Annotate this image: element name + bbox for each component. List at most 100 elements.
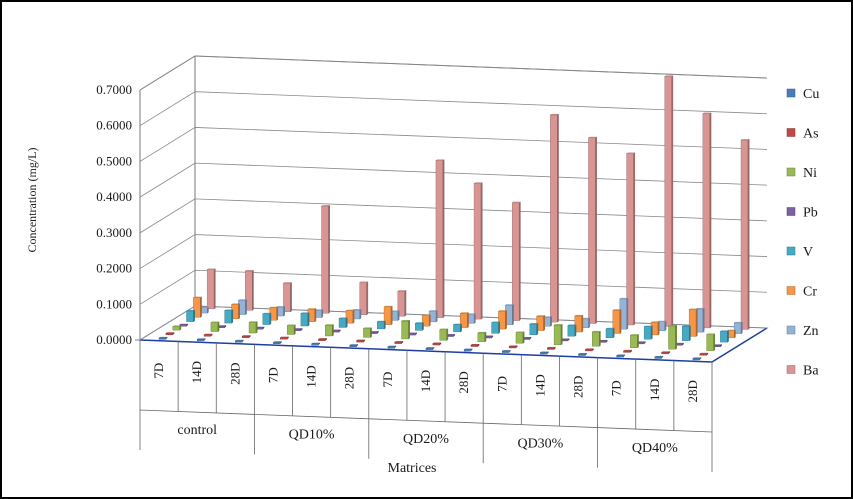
x-axis-row-divider [139,409,713,433]
legend-label: As [803,127,819,142]
bar-front [588,137,596,324]
bar-top [591,331,602,333]
bar [268,306,279,321]
bar [605,327,615,339]
bar-top [185,309,196,312]
bar-front [439,329,447,341]
bar-side [522,331,525,344]
bar [355,339,366,343]
bar-side [245,299,247,315]
bar-side [345,317,348,328]
bar-top [358,281,369,283]
bar-front [491,322,499,334]
bar-side [581,314,584,333]
bar-top [497,310,508,312]
bar-front [470,344,479,347]
bar-side [390,305,393,326]
bar-top [414,322,425,324]
bar-front [682,326,690,341]
bar [643,325,654,340]
legend-swatch [786,207,796,216]
bar-front [515,332,524,344]
bar [587,136,598,324]
bar [692,357,702,361]
bar-side [588,317,590,329]
bar-front [273,342,281,344]
gridline [139,127,768,162]
bar [286,324,297,335]
bar [248,321,258,334]
bar-front [363,328,371,338]
x-tick-label: 28D [571,376,586,398]
bar-top [432,342,442,344]
bar-front [224,310,232,324]
bar-side [307,312,310,327]
bar-front [356,340,364,343]
bar-top [376,320,387,322]
bar-side [435,310,438,323]
bar-side [404,290,407,317]
legend-item: Pb [786,206,818,221]
bar [241,335,252,338]
bar [310,342,321,346]
bar [733,321,744,335]
gridlines [139,55,768,341]
bar-side [408,319,410,340]
bar-side [695,308,698,337]
bar [619,297,629,330]
bar-top [352,309,362,311]
x-group-label: QD10% [289,428,335,443]
x-tick-label: 28D [456,371,471,393]
bar-top [660,351,671,353]
bar [338,317,348,328]
bar-front [702,113,711,329]
bar-top [577,353,588,355]
bar [660,351,671,355]
bar [622,349,633,353]
x-group-label: control [177,423,217,438]
bar [376,320,387,330]
bar-front [502,350,510,353]
bar-top [355,339,366,341]
bar-side [352,309,355,324]
gridline [139,198,768,234]
bar-top [501,350,512,352]
bar-top [699,352,709,355]
bar-top [268,306,279,308]
bar-front [550,114,558,323]
bar [262,312,272,325]
bar-side [480,182,483,320]
gridline [139,55,768,91]
legend-item: Ba [786,364,819,379]
bar-front [720,331,728,343]
legend-swatch [786,365,796,374]
bar-side [276,306,279,321]
bar [425,347,435,350]
legend: Cu As Ni Pb V Cr Zn Ba [786,87,819,379]
legend-label: Zn [803,324,819,339]
bar-front [196,339,205,342]
legend-item: Cr [786,285,817,300]
bar [549,113,560,323]
bar-top [244,270,255,272]
bar-top [625,152,636,154]
bar-side [689,325,691,342]
bar [574,314,584,333]
bar [459,312,470,328]
legend-item: Cu [786,87,819,102]
bar-front [203,334,212,337]
bar-top [393,341,404,343]
bar [362,327,373,338]
legend-label: Ba [803,364,819,379]
bar-top [657,320,667,322]
bar-top [619,297,629,300]
bar-side [213,268,216,310]
bar-top [688,308,699,310]
bar [393,340,404,344]
legend-label: Pb [803,206,818,221]
y-axis-label: Concentration (mg/L) [25,148,39,253]
bar-front [453,324,461,333]
bar-side [397,310,400,321]
bar [546,346,557,350]
bar [508,345,518,349]
